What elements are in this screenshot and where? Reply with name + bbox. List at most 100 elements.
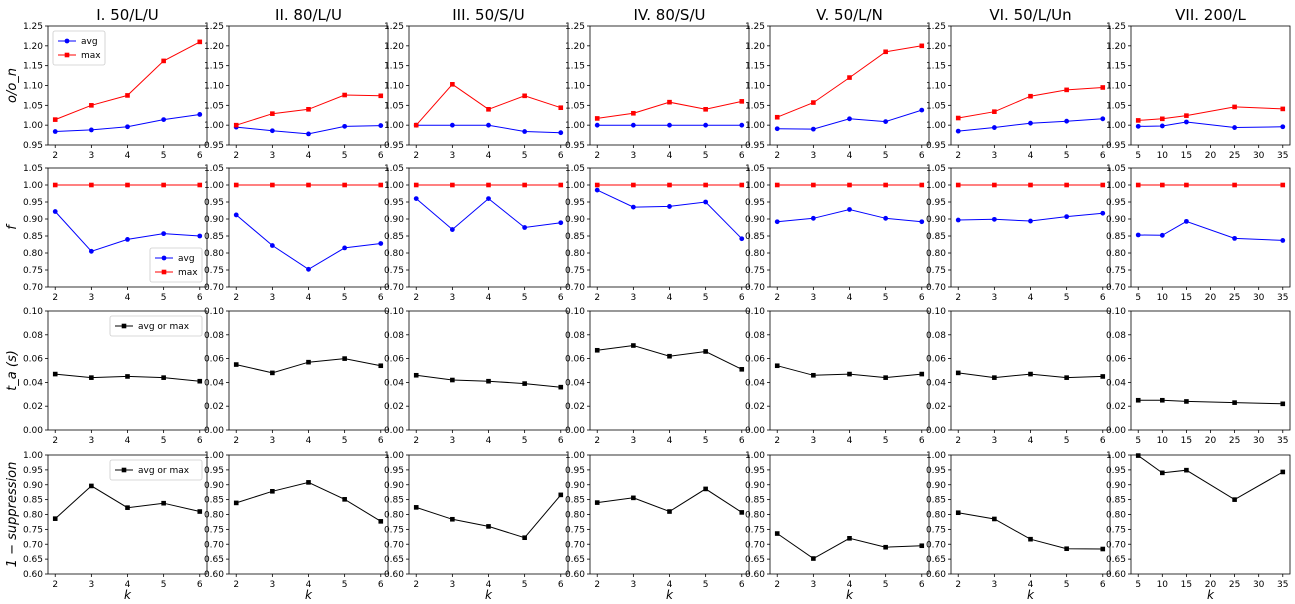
- data-point: [774, 182, 780, 188]
- y-tick-label: 1.25: [384, 22, 404, 32]
- y-tick-label: 1.05: [745, 101, 765, 111]
- x-tick-label: 6: [919, 580, 925, 590]
- y-tick-label: 0.90: [23, 215, 43, 225]
- data-point: [52, 117, 58, 122]
- data-point: [378, 519, 384, 524]
- data-point: [1064, 214, 1070, 220]
- y-tick-label: 0.75: [565, 525, 585, 535]
- data-point: [1184, 113, 1189, 118]
- panel: 0.70 0.75 0.80 0.85 0.90 0.95 1.00 1.05 2 3 4 5 6: [565, 164, 750, 303]
- y-tick-label: 1.05: [384, 101, 404, 111]
- data-point: [883, 375, 888, 380]
- y-tick-label: 0.95: [204, 466, 224, 476]
- y-tick-label: 1.15: [926, 62, 946, 72]
- panel: 0.00 0.02 0.04 0.06 0.08 0.10 2 3 4 5 6 avg or max: [23, 307, 208, 446]
- data-point: [1184, 467, 1189, 473]
- y-tick-label: 0.75: [926, 525, 946, 535]
- x-axis-label: k: [1207, 588, 1215, 602]
- data-point: [1159, 232, 1165, 238]
- x-tick-label: 6: [378, 436, 384, 446]
- y-tick-label: 0.08: [23, 331, 43, 341]
- data-point: [522, 535, 527, 541]
- data-point: [811, 100, 816, 105]
- x-tick-label: 3: [88, 436, 94, 446]
- y-tick-label: 1.00: [926, 121, 946, 131]
- y-tick-label: 0.90: [204, 481, 224, 491]
- x-tick-label: 2: [594, 151, 600, 161]
- y-tick-label: 1.20: [565, 42, 585, 52]
- x-tick-label: 10: [1157, 151, 1169, 161]
- data-point: [1028, 218, 1033, 224]
- x-tick-label: 4: [847, 436, 853, 446]
- y-tick-label: 0.75: [384, 525, 404, 535]
- data-point: [306, 359, 311, 365]
- y-tick-label: 0.70: [204, 540, 224, 550]
- y-tick-label: 0.95: [565, 198, 585, 208]
- panel-frame: [408, 310, 569, 431]
- data-point: [342, 497, 347, 502]
- data-point: [1135, 397, 1141, 403]
- panel-frame: [1130, 167, 1291, 288]
- data-point: [522, 93, 527, 99]
- x-tick-label: 35: [1277, 293, 1288, 303]
- column-title: V. 50/L/N: [816, 6, 883, 24]
- panel: 0.70 0.75 0.80 0.85 0.90 0.95 1.00 1.05 2 3 4 5 6: [926, 164, 1111, 303]
- legend-label: avg or max: [138, 466, 190, 476]
- x-tick-label: 3: [449, 293, 455, 303]
- panel: 0.60 0.65 0.70 0.75 0.80 0.85 0.90 0.95 1.00 2 3 4 5…: [565, 451, 750, 602]
- x-tick-label: 6: [378, 580, 384, 590]
- y-tick-label: 1.00: [1106, 451, 1126, 461]
- x-tick-label: 15: [1181, 151, 1192, 161]
- y-tick-label: 0.95: [565, 141, 585, 151]
- y-tick-label: 1.00: [565, 181, 585, 191]
- data-point: [739, 122, 745, 128]
- data-point: [522, 225, 528, 230]
- y-tick-label: 0.65: [384, 555, 404, 565]
- data-point: [89, 483, 94, 489]
- data-point: [558, 220, 564, 226]
- y-tick-label: 1.20: [745, 42, 765, 52]
- x-tick-label: 3: [630, 151, 636, 161]
- data-point: [774, 114, 780, 120]
- data-point: [161, 182, 166, 188]
- x-tick-label: 5: [522, 151, 528, 161]
- legend-label: avg: [81, 37, 98, 47]
- data-point: [955, 115, 961, 121]
- y-tick-label: 0.65: [565, 555, 585, 565]
- series-line: [1138, 106, 1283, 121]
- data-point: [774, 363, 780, 369]
- data-point: [919, 182, 925, 188]
- y-tick-label: 0.06: [384, 355, 404, 365]
- y-tick-label: 0.90: [745, 215, 765, 225]
- x-tick-label: 5: [883, 580, 889, 590]
- x-tick-label: 20: [1205, 293, 1217, 303]
- x-tick-label: 5: [522, 293, 528, 303]
- data-point: [125, 505, 130, 510]
- y-tick-label: 1.00: [384, 181, 404, 191]
- data-point: [450, 377, 455, 383]
- x-tick-label: 5: [703, 293, 709, 303]
- panel: 0.70 0.75 0.80 0.85 0.90 0.95 1.00 1.05 2 3 4 5 6: [384, 164, 569, 303]
- column-title: I. 50/L/U: [96, 6, 159, 24]
- data-point: [774, 126, 780, 132]
- y-tick-label: 0.04: [745, 378, 765, 388]
- data-point: [88, 248, 94, 254]
- x-tick-label: 10: [1157, 436, 1169, 446]
- y-tick-label: 1.00: [204, 121, 224, 131]
- data-point: [1100, 374, 1106, 379]
- y-tick-label: 1.15: [384, 62, 404, 72]
- data-point: [811, 182, 816, 188]
- data-point: [522, 129, 528, 134]
- y-tick-label: 0.85: [565, 496, 585, 506]
- y-tick-label: 0.75: [204, 525, 224, 535]
- data-point: [739, 182, 745, 188]
- data-point: [1100, 85, 1106, 90]
- y-tick-label: 0.08: [565, 331, 585, 341]
- x-tick-label: 20: [1205, 580, 1217, 590]
- legend-marker: [64, 38, 70, 44]
- x-tick-label: 4: [847, 151, 853, 161]
- y-tick-label: 0.75: [23, 266, 43, 276]
- data-point: [1280, 124, 1286, 130]
- x-tick-label: 4: [486, 436, 492, 446]
- y-tick-label: 0.95: [1106, 466, 1126, 476]
